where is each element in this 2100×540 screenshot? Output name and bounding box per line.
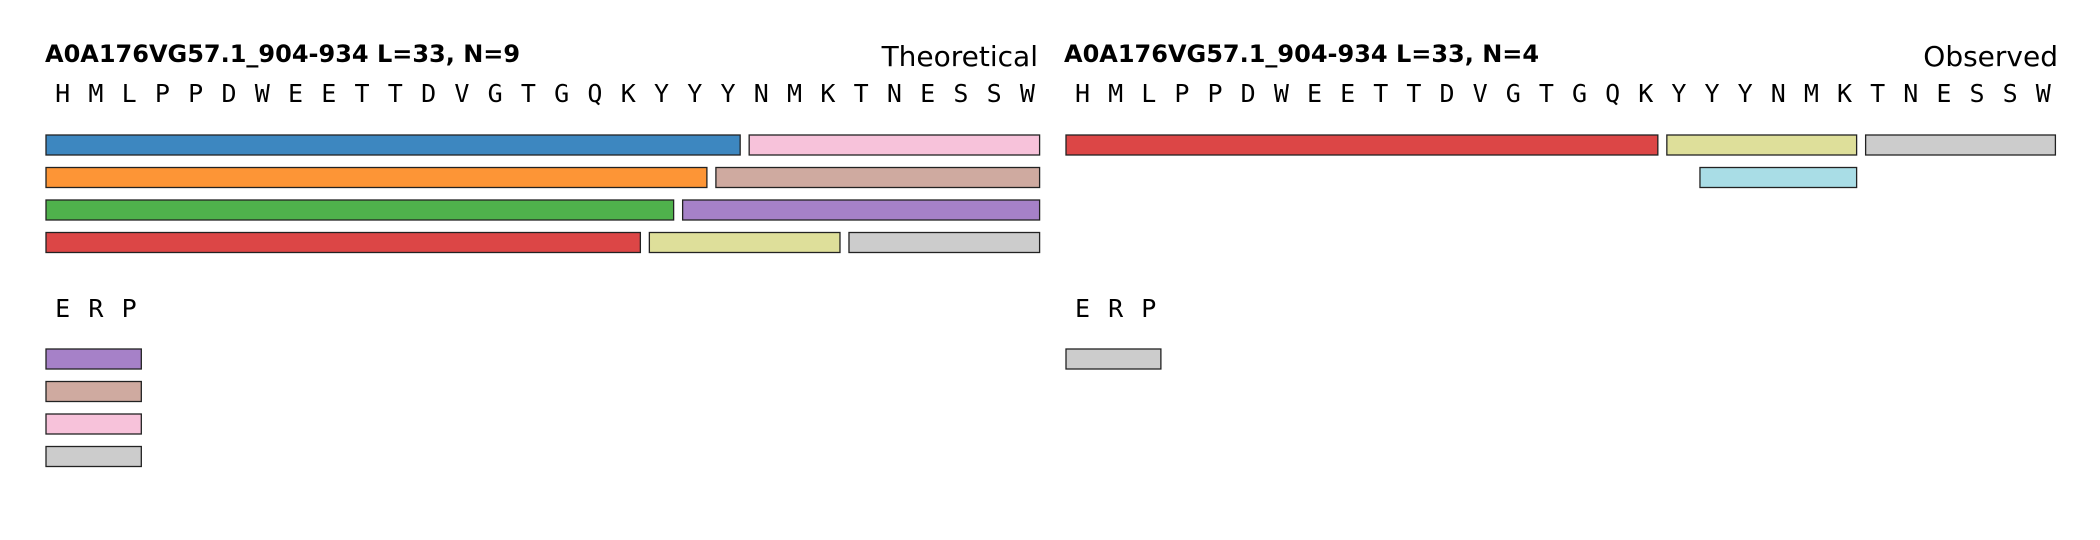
residue-letter: Y bbox=[654, 79, 669, 108]
residue-letter: Q bbox=[1605, 79, 1620, 108]
residue-letter: D bbox=[421, 79, 436, 108]
residue-letter: H bbox=[1075, 79, 1090, 108]
residue-letter: E bbox=[288, 79, 303, 108]
segment-rows bbox=[45, 134, 1041, 254]
residue-letter: P bbox=[155, 79, 170, 108]
residue-letter: T bbox=[521, 79, 536, 108]
peptide-segment-bar bbox=[715, 166, 1041, 189]
residue-letter: Y bbox=[687, 79, 702, 108]
residue-letter: Q bbox=[587, 79, 602, 108]
residue-letter: G bbox=[488, 79, 503, 108]
peptide-segment-bar bbox=[45, 166, 708, 189]
residue-letter: E bbox=[55, 294, 70, 323]
residue-letter: L bbox=[1141, 79, 1156, 108]
peptide-segment-bar bbox=[45, 231, 642, 254]
residue-letter: Y bbox=[1705, 79, 1720, 108]
residue-letter: G bbox=[554, 79, 569, 108]
panel-title: A0A176VG57.1_904-934 L=33, N=9 bbox=[45, 40, 520, 68]
residue-letter: W bbox=[255, 79, 271, 108]
residue-letter: T bbox=[1406, 79, 1421, 108]
residue-letter: T bbox=[388, 79, 403, 108]
residue-letter: M bbox=[787, 79, 802, 108]
tail-segment-rows bbox=[1065, 348, 1162, 370]
residue-letter: R bbox=[88, 294, 104, 323]
residue-letter: S bbox=[987, 79, 1002, 108]
residue-letter: W bbox=[2036, 79, 2052, 108]
peptide-segment-bar bbox=[45, 380, 142, 403]
residue-letter: V bbox=[454, 79, 469, 108]
observed-panel: A0A176VG57.1_904-934 L=33, N=4 Observed … bbox=[1064, 40, 2058, 370]
peptide-segment-bar bbox=[45, 199, 675, 221]
residue-letter: P bbox=[1174, 79, 1189, 108]
residue-letter: E bbox=[920, 79, 935, 108]
residue-letter: E bbox=[1307, 79, 1322, 108]
residue-letter: S bbox=[2003, 79, 2018, 108]
residue-letter: G bbox=[1506, 79, 1521, 108]
residue-letter: R bbox=[1108, 294, 1124, 323]
residue-letter: Y bbox=[721, 79, 736, 108]
residue-letter: L bbox=[122, 79, 137, 108]
residue-letter: E bbox=[1340, 79, 1355, 108]
residue-letter: N bbox=[887, 79, 902, 108]
residue-letter: P bbox=[1141, 294, 1156, 323]
residue-letter: S bbox=[953, 79, 968, 108]
residue-letter: D bbox=[1439, 79, 1454, 108]
peptide-segment-bar bbox=[681, 199, 1041, 221]
tail-segment-rows bbox=[45, 348, 142, 468]
residue-letter: E bbox=[321, 79, 336, 108]
residue-letter: P bbox=[122, 294, 137, 323]
residue-letter: V bbox=[1473, 79, 1488, 108]
residue-letter: K bbox=[1638, 79, 1653, 108]
residue-letter: S bbox=[1970, 79, 1985, 108]
residue-letter: H bbox=[55, 79, 70, 108]
peptide-segment-bar bbox=[45, 348, 142, 370]
residue-letter: T bbox=[355, 79, 370, 108]
residue-letter: D bbox=[221, 79, 236, 108]
peptide-segment-bar bbox=[1065, 348, 1162, 370]
peptide-segment-bar bbox=[45, 413, 142, 435]
residue-letter: M bbox=[88, 79, 103, 108]
residue-letter: Y bbox=[1738, 79, 1753, 108]
peptide-segment-bar bbox=[1666, 134, 1858, 156]
residue-letter: T bbox=[854, 79, 869, 108]
peptide-segment-bar bbox=[648, 231, 841, 254]
peptide-segment-bar bbox=[848, 231, 1041, 254]
peptide-segment-bar bbox=[748, 134, 1041, 156]
residue-letter: K bbox=[1837, 79, 1852, 108]
panel-label: Observed bbox=[1923, 40, 2058, 73]
peptide-segment-bar bbox=[1864, 134, 2057, 156]
residue-letter: K bbox=[621, 79, 636, 108]
theoretical-panel: A0A176VG57.1_904-934 L=33, N=9 Theoretic… bbox=[45, 40, 1041, 468]
peptide-segment-bar bbox=[1699, 166, 1858, 189]
residue-letter: T bbox=[1870, 79, 1885, 108]
residue-letter: W bbox=[1274, 79, 1290, 108]
residue-letter: N bbox=[1771, 79, 1786, 108]
residue-letter: E bbox=[1936, 79, 1951, 108]
panel-title: A0A176VG57.1_904-934 L=33, N=4 bbox=[1064, 40, 1539, 68]
peptide-segment-bar bbox=[1065, 134, 1659, 156]
residue-letter: P bbox=[1208, 79, 1223, 108]
peptide-segment-bar bbox=[45, 445, 142, 468]
residue-letter: T bbox=[1373, 79, 1388, 108]
residue-letter: M bbox=[1108, 79, 1123, 108]
residue-letter: T bbox=[1539, 79, 1554, 108]
residue-letter: E bbox=[1075, 294, 1090, 323]
residue-letter: W bbox=[1020, 79, 1036, 108]
residue-letter: M bbox=[1804, 79, 1819, 108]
peptide-segment-bar bbox=[45, 134, 741, 156]
residue-letter: N bbox=[1903, 79, 1918, 108]
residue-letter: D bbox=[1241, 79, 1256, 108]
panel-label: Theoretical bbox=[881, 40, 1038, 73]
residue-letter: N bbox=[754, 79, 769, 108]
residue-letter: P bbox=[188, 79, 203, 108]
residue-letter: G bbox=[1572, 79, 1587, 108]
segment-rows bbox=[1065, 134, 2057, 189]
residue-letter: K bbox=[820, 79, 835, 108]
residue-letter: Y bbox=[1671, 79, 1686, 108]
